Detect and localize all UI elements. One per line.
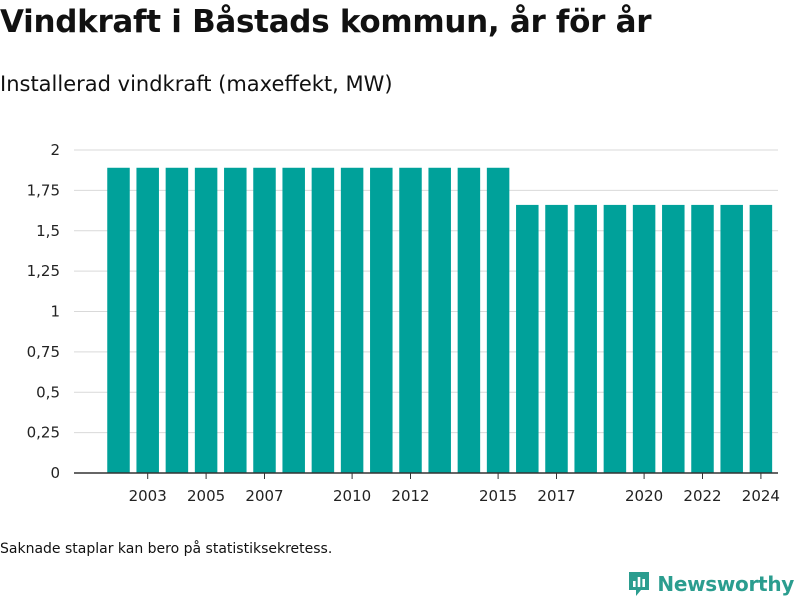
brand-logo[interactable]: Newsworthy bbox=[627, 570, 794, 598]
x-tick-label: 2017 bbox=[537, 487, 575, 505]
brand-name: Newsworthy bbox=[657, 572, 794, 596]
chart-subtitle: Installerad vindkraft (maxeffekt, MW) bbox=[0, 72, 393, 96]
y-tick-label: 1,5 bbox=[36, 222, 60, 240]
y-tick-label: 0,75 bbox=[27, 343, 60, 361]
bar bbox=[603, 204, 627, 473]
bar bbox=[399, 167, 422, 473]
bar bbox=[136, 167, 159, 473]
x-tick-label: 2024 bbox=[742, 487, 780, 505]
y-tick-label: 1 bbox=[50, 303, 60, 321]
bar bbox=[194, 167, 218, 473]
bar bbox=[224, 167, 247, 473]
bar bbox=[107, 167, 130, 473]
bar bbox=[311, 167, 335, 473]
newsworthy-logo-icon bbox=[629, 572, 650, 596]
bar bbox=[516, 204, 539, 473]
bar bbox=[370, 167, 393, 473]
x-tick-label: 2015 bbox=[479, 487, 517, 505]
x-tick-label: 2012 bbox=[391, 487, 429, 505]
chart-title: Vindkraft i Båstads kommun, år för år bbox=[0, 4, 652, 40]
bar-chart: 0 0,25 0,5 0,75 1 1,25 1,5 1,75 2 2003 2005 2007 201… bbox=[27, 141, 780, 505]
bar bbox=[165, 167, 189, 473]
x-tick-label: 2020 bbox=[625, 487, 663, 505]
bar bbox=[253, 167, 276, 473]
x-tick-label: 2005 bbox=[187, 487, 225, 505]
bar bbox=[545, 204, 568, 473]
x-tick-label: 2007 bbox=[245, 487, 283, 505]
x-tick-label: 2022 bbox=[683, 487, 721, 505]
bar bbox=[662, 204, 685, 473]
bar bbox=[428, 167, 451, 473]
y-tick-label: 0,5 bbox=[36, 383, 60, 401]
bar bbox=[574, 204, 597, 473]
bar bbox=[282, 167, 305, 473]
bar bbox=[691, 204, 714, 473]
bar bbox=[486, 167, 510, 473]
footnote: Saknade staplar kan bero på statistiksek… bbox=[0, 541, 333, 557]
bar bbox=[749, 204, 773, 473]
y-tick-label: 0,25 bbox=[27, 424, 60, 442]
bar bbox=[457, 167, 481, 473]
y-tick-label: 0 bbox=[50, 464, 60, 482]
x-tick-label: 2003 bbox=[129, 487, 167, 505]
y-tick-label: 1,25 bbox=[27, 262, 60, 280]
y-tick-label: 2 bbox=[50, 141, 60, 159]
bar bbox=[340, 167, 364, 473]
bar bbox=[632, 204, 656, 473]
y-tick-label: 1,75 bbox=[27, 181, 60, 199]
bar bbox=[720, 204, 743, 473]
x-tick-label: 2010 bbox=[333, 487, 371, 505]
